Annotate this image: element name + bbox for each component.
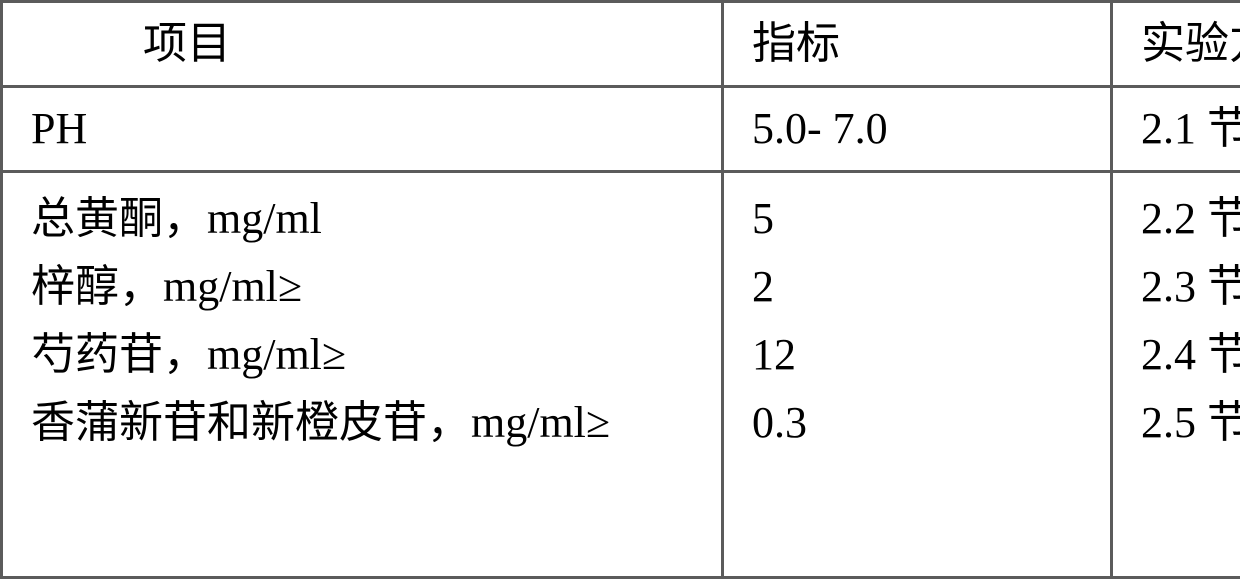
method-line: 2.5 节 (1141, 389, 1240, 457)
header-method: 实验方法 (1112, 2, 1240, 87)
item-line: 总黄酮，mg/ml (31, 185, 693, 253)
method-line: 2.4 节 (1141, 321, 1240, 389)
table-header-row: 项目 指标 实验方法 (2, 2, 1240, 87)
spec-table: 项目 指标 实验方法 PH 5.0- 7.0 2.1 节 总黄酮，mg/ml 梓… (0, 0, 1240, 579)
cell-item-ph: PH (2, 87, 723, 172)
header-index: 指标 (723, 2, 1112, 87)
cell-method-ph: 2.1 节 (1112, 87, 1240, 172)
cell-index-group: 5 2 12 0.3 (723, 172, 1112, 578)
method-line: 2.2 节 (1141, 185, 1240, 253)
item-line: 芍药苷，mg/ml≥ (31, 321, 693, 389)
index-line: 0.3 (752, 389, 1082, 457)
cell-method-group: 2.2 节 2.3 节 2.4 节 2.5 节 (1112, 172, 1240, 578)
table-row: 总黄酮，mg/ml 梓醇，mg/ml≥ 芍药苷，mg/ml≥ 香蒲新苷和新橙皮苷… (2, 172, 1240, 578)
cell-item-group: 总黄酮，mg/ml 梓醇，mg/ml≥ 芍药苷，mg/ml≥ 香蒲新苷和新橙皮苷… (2, 172, 723, 578)
cell-index-ph: 5.0- 7.0 (723, 87, 1112, 172)
index-line: 12 (752, 321, 1082, 389)
table-row: PH 5.0- 7.0 2.1 节 (2, 87, 1240, 172)
item-line: 香蒲新苷和新橙皮苷，mg/ml≥ (31, 389, 693, 457)
spec-table-container: 项目 指标 实验方法 PH 5.0- 7.0 2.1 节 总黄酮，mg/ml 梓… (0, 0, 1240, 579)
header-item: 项目 (2, 2, 723, 87)
method-line: 2.3 节 (1141, 253, 1240, 321)
index-line: 2 (752, 253, 1082, 321)
item-line: 梓醇，mg/ml≥ (31, 253, 693, 321)
index-line: 5 (752, 185, 1082, 253)
